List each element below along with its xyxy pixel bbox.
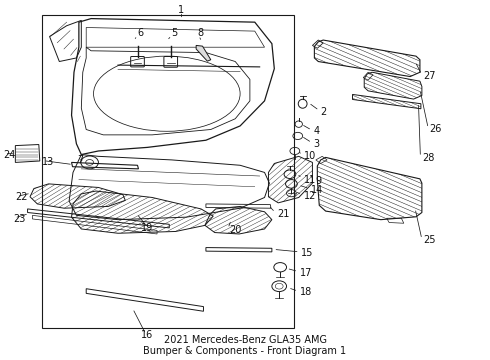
Text: 10: 10 [304, 151, 316, 161]
Text: 22: 22 [15, 193, 28, 202]
Text: 18: 18 [300, 287, 312, 297]
Text: 8: 8 [197, 28, 203, 38]
Text: 25: 25 [423, 235, 436, 246]
Text: 16: 16 [141, 330, 153, 340]
Text: 20: 20 [229, 225, 242, 235]
Text: 17: 17 [300, 267, 312, 278]
Text: 7: 7 [77, 155, 84, 165]
Text: 2: 2 [321, 107, 327, 117]
Text: 9: 9 [316, 176, 322, 186]
Bar [42, 15, 294, 328]
Text: 4: 4 [314, 126, 319, 136]
Text: 2021 Mercedes-Benz GLA35 AMG
Bumper & Components - Front Diagram 1: 2021 Mercedes-Benz GLA35 AMG Bumper & Co… [144, 335, 346, 356]
Text: 5: 5 [171, 28, 177, 38]
Text: 23: 23 [13, 214, 25, 224]
Text: 3: 3 [314, 139, 319, 149]
Text: 26: 26 [430, 125, 442, 135]
Text: 1: 1 [178, 5, 185, 15]
Text: 12: 12 [304, 191, 316, 201]
Text: 21: 21 [277, 208, 289, 219]
Text: 27: 27 [423, 71, 436, 81]
Text: 24: 24 [3, 149, 16, 159]
Text: 13: 13 [42, 157, 54, 167]
Text: 11: 11 [304, 175, 316, 185]
Text: 6: 6 [137, 28, 143, 38]
Text: 15: 15 [301, 248, 314, 258]
Text: 14: 14 [311, 185, 323, 195]
Polygon shape [196, 45, 211, 61]
Text: 19: 19 [141, 223, 153, 233]
Text: 28: 28 [422, 153, 434, 163]
